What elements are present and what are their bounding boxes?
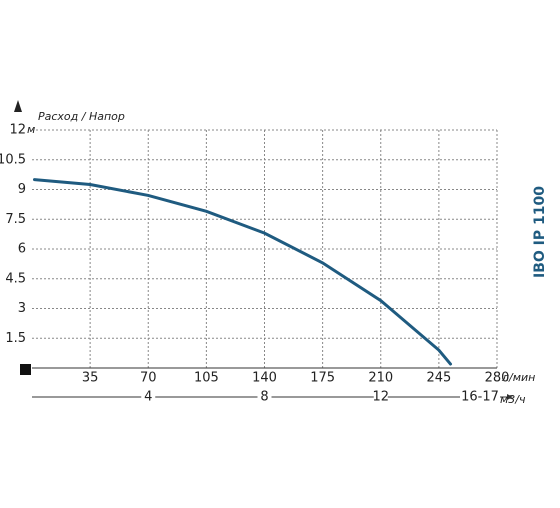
y-tick-label: 9 — [18, 182, 26, 197]
y-tick-label: 4.5 — [5, 271, 26, 286]
x-tick-label: 245 — [426, 371, 451, 386]
chart-title: IBO IP 1100 — [532, 186, 548, 278]
origin-square — [20, 364, 31, 375]
y-tick-label: 6 — [18, 242, 26, 257]
y-tick-label: 1.5 — [5, 331, 26, 346]
x-tick-label: 210 — [368, 371, 393, 386]
x2-tick-label: 4 — [144, 390, 152, 405]
x2-unit: м3/ч — [500, 393, 526, 406]
y-axis-label: Расход / Напор — [38, 110, 125, 123]
x2-tick-label: 8 — [260, 390, 268, 405]
y-tick-label: 12 — [9, 123, 26, 138]
y-arrow — [14, 100, 22, 112]
curve — [32, 178, 452, 366]
x-tick-label: 280 — [485, 371, 510, 386]
label-bg — [257, 389, 272, 405]
x-tick-label: 35 — [82, 371, 99, 386]
x-unit: л/мин — [501, 371, 535, 384]
label-bg — [460, 389, 500, 405]
x-tick-label: 175 — [310, 371, 335, 386]
x-tick-label: 140 — [252, 371, 277, 386]
y-unit: м — [27, 123, 35, 136]
x-tick-label: 105 — [194, 371, 219, 386]
label-bg — [141, 389, 156, 405]
x2-arrow — [507, 394, 513, 400]
y-tick-label: 10.5 — [0, 152, 26, 167]
x2-tick-label: 12 — [372, 390, 389, 405]
y-tick-label: 7.5 — [5, 212, 26, 227]
y-tick-label: 3 — [18, 301, 26, 316]
x-tick-label: 70 — [140, 371, 157, 386]
x2-tick-label: 16-17 — [461, 390, 499, 405]
label-bg — [373, 389, 388, 405]
